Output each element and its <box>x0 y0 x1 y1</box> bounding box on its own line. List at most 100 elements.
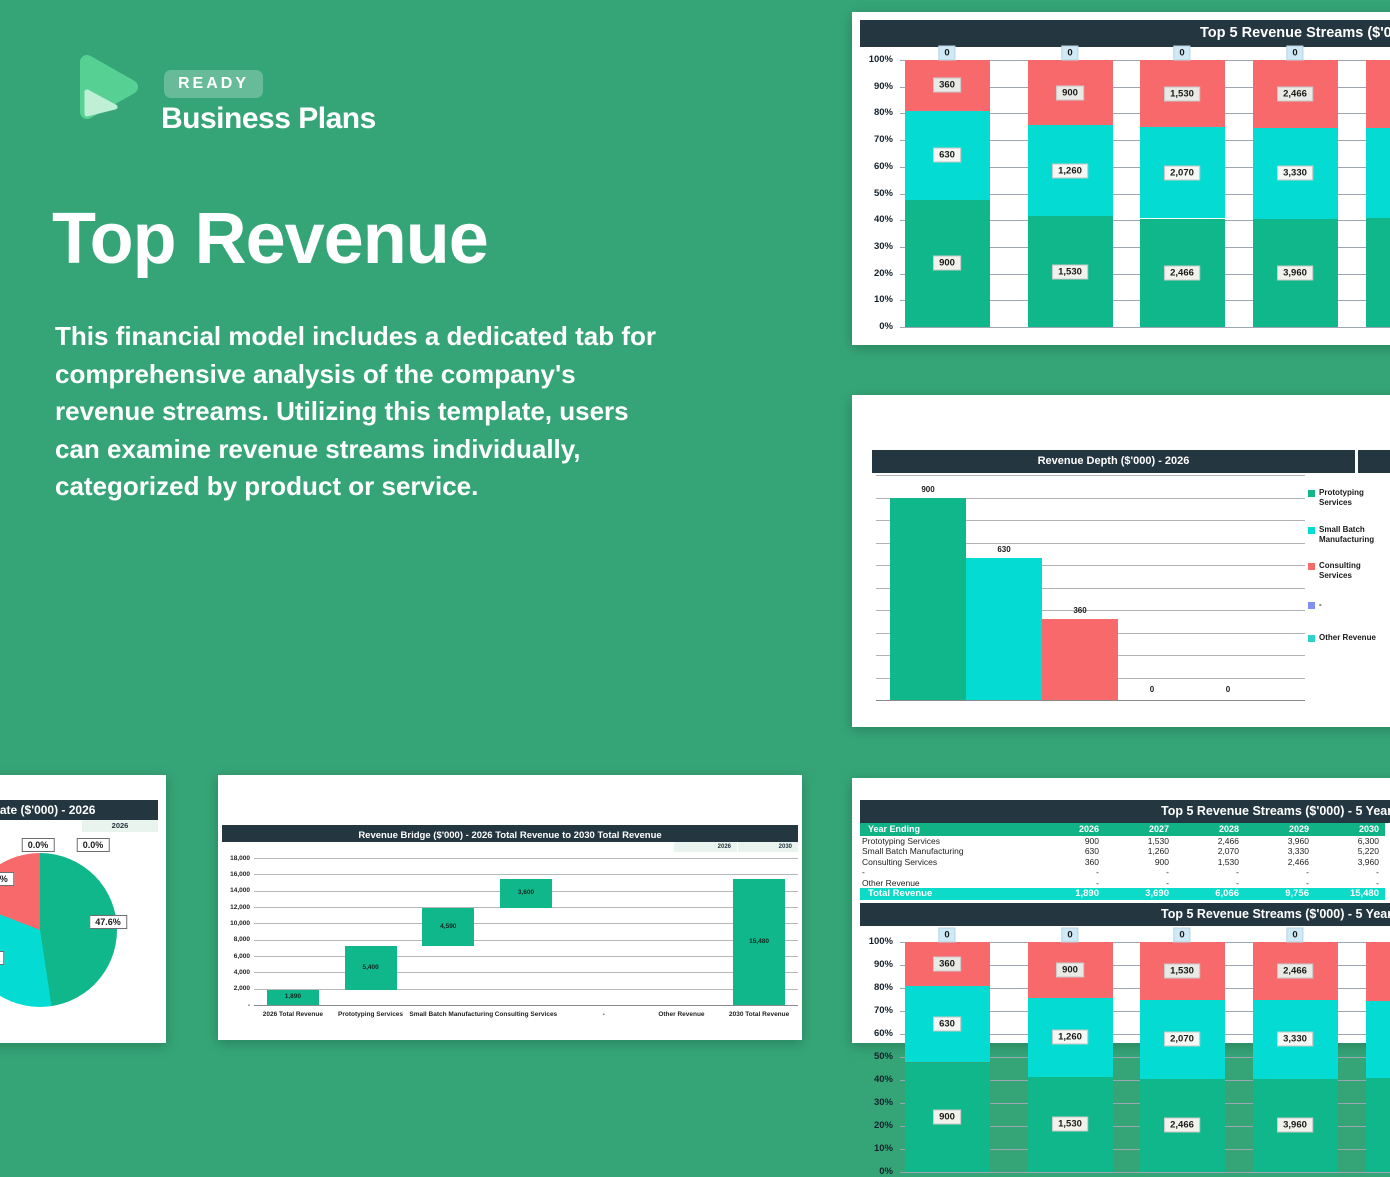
value-label: 0 <box>938 46 955 61</box>
x-axis-line <box>876 700 1305 701</box>
y-axis-tick-label: 10% <box>852 1143 893 1154</box>
value-label: 2,466 <box>1164 1118 1200 1133</box>
bar-value-label: 15,480 <box>733 938 785 945</box>
value-label: 19.0% <box>0 872 14 886</box>
y-axis-tick-label: 60% <box>852 1028 893 1039</box>
value-label: 47.6% <box>89 915 127 929</box>
y-axis-tick-label: 20% <box>852 268 893 279</box>
card-top5-stacked-chart: Top 5 Revenue Streams ($'000) - 5 Years … <box>852 12 1390 345</box>
value-label: 33.3% <box>0 951 4 965</box>
gridline <box>254 923 798 924</box>
gridline <box>254 874 798 875</box>
y-axis-tick-label: 70% <box>852 1005 893 1016</box>
bar-value-label: 360 <box>1042 606 1118 615</box>
pie <box>0 853 117 1007</box>
gridline <box>254 972 798 973</box>
y-axis-tick-label: 80% <box>852 107 893 118</box>
x-axis-category-label: - <box>565 1011 643 1018</box>
x-axis-category-label: 2030 Total Revenue <box>720 1011 798 1018</box>
y-axis-tick-label: - <box>222 1002 250 1009</box>
y-axis-tick-label: 8,000 <box>222 936 250 943</box>
value-label: 900 <box>933 1110 961 1125</box>
value-label: 0 <box>1061 46 1078 61</box>
card-revenue-bridge-chart: Revenue Bridge ($'000) - 2026 Total Reve… <box>218 775 802 1040</box>
brand-logo: READY Business Plans <box>75 50 495 150</box>
depth-bar-plot: 900 630 360 0 0 Prototyping Services Small Bat… <box>852 395 1390 727</box>
legend-label: Small Batch Manufacturing <box>1319 525 1390 545</box>
y-axis-tick-label: 50% <box>852 188 893 199</box>
value-label: 0 <box>1286 46 1303 61</box>
stacked-bar-segment <box>1366 218 1390 327</box>
y-axis-tick-label: 10% <box>852 294 893 305</box>
value-label: 1,260 <box>1052 163 1088 178</box>
card-runrate-pie-chart: Revenue Run-Rate ($'000) - 2026 2026 0.0… <box>0 775 166 1043</box>
value-label: 1,530 <box>1052 1117 1088 1132</box>
bar-value-label: 5,400 <box>345 964 397 971</box>
legend-label: Consulting Services <box>1319 561 1390 581</box>
legend-swatch <box>1308 602 1315 609</box>
y-axis-tick-label: 6,000 <box>222 953 250 960</box>
value-label: 360 <box>933 956 961 971</box>
value-label: 630 <box>933 1017 961 1032</box>
value-label: 0.0% <box>22 838 55 852</box>
value-label: 2,466 <box>1164 265 1200 280</box>
y-axis-tick-label: 14,000 <box>222 887 250 894</box>
value-label: 3,960 <box>1277 1118 1313 1133</box>
x-axis-category-label: 2026 Total Revenue <box>254 1011 332 1018</box>
y-axis-tick-label: 0% <box>852 1166 893 1177</box>
value-label: 1,530 <box>1164 86 1200 101</box>
value-label: 3,330 <box>1277 1032 1313 1047</box>
legend-swatch <box>1308 490 1315 497</box>
legend-label: Prototyping Services <box>1319 488 1390 508</box>
play-icon <box>75 50 141 129</box>
bar-value-label: 1,890 <box>267 993 319 1000</box>
y-axis-tick-label: 40% <box>852 214 893 225</box>
legend-label: - <box>1319 600 1390 610</box>
value-label: 0 <box>1173 46 1190 61</box>
bar-consulting-services <box>1042 619 1118 700</box>
x-axis-category-label: Small Batch Manufacturing <box>409 1011 487 1018</box>
y-axis-tick-label: 30% <box>852 1097 893 1108</box>
bar-value-label: 900 <box>890 485 966 494</box>
x-axis-line <box>254 1005 798 1006</box>
value-label: 900 <box>1056 85 1084 100</box>
y-axis-tick-label: 12,000 <box>222 904 250 911</box>
value-label: 0 <box>1173 928 1190 943</box>
legend-swatch <box>1308 527 1315 534</box>
value-label: 900 <box>1056 963 1084 978</box>
legend-swatch <box>1308 635 1315 642</box>
legend-label: Other Revenue <box>1319 633 1390 643</box>
bar-value-label: 0 <box>1213 685 1243 694</box>
bar-value-label: 630 <box>966 545 1042 554</box>
value-label: 0 <box>1286 928 1303 943</box>
y-axis-tick-label: 90% <box>852 959 893 970</box>
bar-value-label: 0 <box>1137 685 1167 694</box>
y-axis-tick-label: 80% <box>852 982 893 993</box>
y-axis-tick-label: 4,000 <box>222 969 250 976</box>
value-label: 0 <box>1061 928 1078 943</box>
legend-swatch <box>1308 563 1315 570</box>
y-axis-tick-label: 40% <box>852 1074 893 1085</box>
value-label: 900 <box>933 256 961 271</box>
gridline <box>900 1172 1390 1173</box>
stacked-bar-segment <box>1366 942 1390 1001</box>
card-top5-table-and-chart: Top 5 Revenue Streams ($'000) - 5 Years … <box>852 778 1390 1043</box>
stacked-bar-segment <box>1366 128 1390 218</box>
value-label: 3,330 <box>1277 166 1313 181</box>
stacked-bar-segment <box>1366 1001 1390 1079</box>
page-description: This financial model includes a dedicate… <box>55 318 656 506</box>
y-axis-tick-label: 10,000 <box>222 920 250 927</box>
gridline <box>254 989 798 990</box>
promo-page: { "brand": { "badge_label": "READY", "na… <box>0 0 1390 1043</box>
y-axis-tick-label: 20% <box>852 1120 893 1131</box>
value-label: 1,530 <box>1164 964 1200 979</box>
gridline <box>876 475 1305 476</box>
y-axis-tick-label: 30% <box>852 241 893 252</box>
stacked-bar-segment <box>1366 1078 1390 1172</box>
bar-value-label: 3,600 <box>500 889 552 896</box>
x-axis-category-label: Consulting Services <box>487 1011 565 1018</box>
bar-value-label: 4,590 <box>422 923 474 930</box>
